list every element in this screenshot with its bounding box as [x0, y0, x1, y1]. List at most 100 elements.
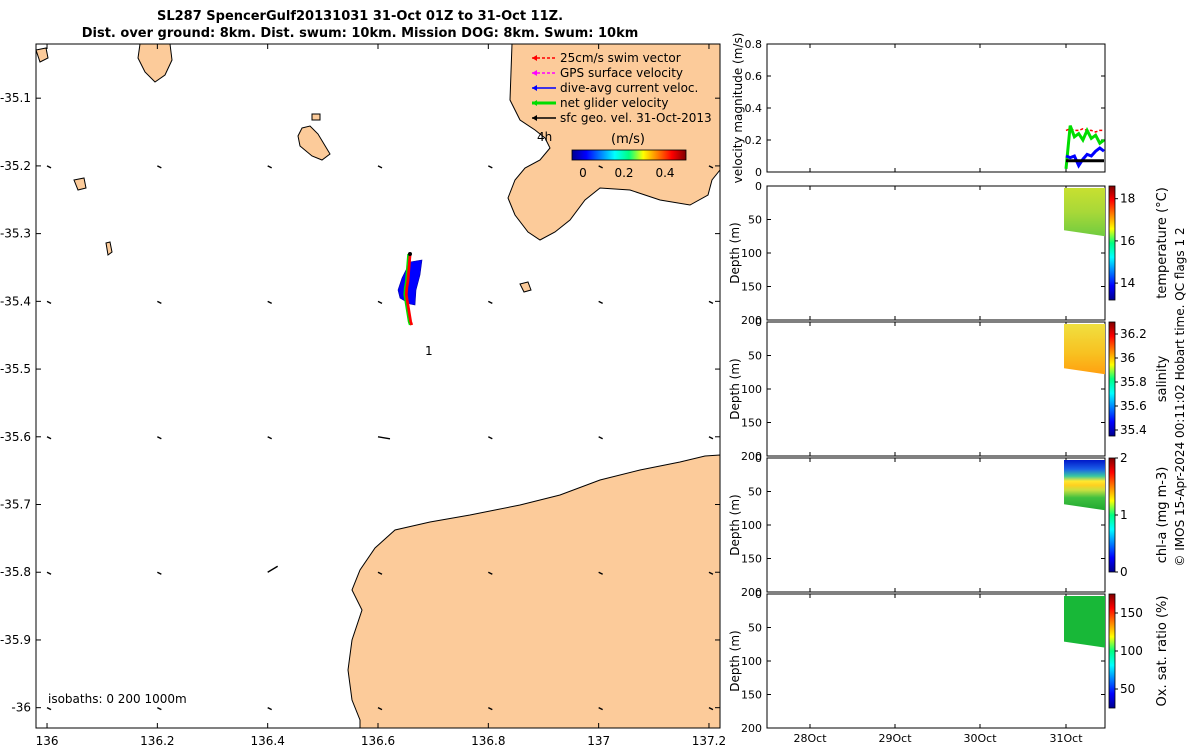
colorbar-tick-label: 16 [1120, 234, 1135, 248]
map-x-tick-label: 137.2 [692, 734, 726, 748]
land-islet-small2 [105, 241, 113, 256]
colorbar-tick-label: 100 [1120, 644, 1143, 658]
legend-item-label: sfc geo. vel. 31-Oct-2013 [560, 111, 712, 125]
sfc-velocity-arrow [267, 565, 279, 573]
map-y-tick-label: -35.7 [0, 498, 31, 512]
sfc-velocity-arrow [267, 707, 272, 711]
depth-y-tick-label: 200 [741, 314, 762, 327]
depth-y-tick-label: 50 [748, 350, 762, 363]
map-x-tick-label: 136.6 [361, 734, 395, 748]
sfc-velocity-arrow [46, 707, 52, 711]
map-x-axis: 136 136.2 136.4 136.6 136.8 137 137.2 [36, 44, 726, 748]
chla-colorbar [1108, 457, 1116, 573]
depth-y-tick-label: 50 [748, 622, 762, 635]
depth-y-tick-label: 200 [741, 722, 762, 735]
sfc-velocity-arrow [488, 707, 493, 711]
sfc-velocity-arrow [157, 707, 162, 711]
legend-arrowhead [532, 70, 537, 76]
sfc-velocity-arrow [157, 300, 162, 304]
salinity-colorbar [1108, 321, 1116, 437]
sfc-velocity-arrow [598, 571, 603, 575]
map-y-tick-label: -35.1 [0, 91, 31, 105]
depth-y-tick-label: 100 [741, 247, 762, 260]
depth-y-tick-label: 0 [755, 180, 762, 193]
depth-y-tick-label: 200 [741, 586, 762, 599]
sfc-velocity-arrow [377, 707, 383, 711]
depth-y-tick-label: 100 [741, 383, 762, 396]
temperature-colorbar [1108, 185, 1116, 301]
velocity-panel: 0 0.2 0.4 0.6 0.8 velocity magnitude (m/s) [731, 33, 1106, 183]
map-x-tick-label: 136.2 [140, 734, 174, 748]
sfc-velocity-arrow [598, 436, 603, 440]
colorbar-tick-label: 0 [1120, 565, 1128, 579]
speed-colorbar [571, 149, 687, 161]
sfc-velocity-arrow [377, 165, 383, 169]
sfc-velocity-arrow [377, 436, 391, 440]
temperature-panel: 0 50 100 150 200 Depth (m) 14 16 18 temperature (… [728, 180, 1170, 327]
velocity-y-tick-label: 0 [755, 166, 762, 179]
sfc-velocity-arrow [708, 436, 714, 440]
sfc-velocity-arrow [267, 165, 272, 169]
time-x-tick-label: 28Oct [793, 732, 827, 745]
map-y-axis: -35.1 -35.2 -35.3 -35.4 -35.5 -35.6 -35.7 -35.8… [0, 91, 720, 715]
velocity-series-line [1065, 146, 1105, 169]
salinity-colorbar-label: salinity [1155, 355, 1170, 402]
depth-ylabel: Depth (m) [728, 222, 742, 283]
colorbar-tick-label: 35.4 [1120, 423, 1147, 437]
depth-y-tick-label: 50 [748, 486, 762, 499]
map-x-tick-label: 136.8 [471, 734, 505, 748]
colorbar-tick-label: 50 [1120, 682, 1135, 696]
legend-item-label: net glider velocity [560, 96, 668, 110]
sfc-velocity-arrow [267, 436, 272, 440]
sfc-velocity-arrow [708, 571, 714, 575]
sfc-velocity-arrow [488, 436, 493, 440]
track-start-marker [407, 251, 412, 256]
oxygen-data-section [1064, 596, 1105, 648]
sfc-velocity-arrow [46, 436, 52, 440]
credit-text: © IMOS 15-Apr-2024 00:11:02 Hobart time.… [1173, 227, 1187, 566]
salinity-panel: 0 50 100 150 200 Depth (m) 35.4 35.6 35.8 36 36.2 s… [728, 316, 1170, 463]
time-x-tick-label: 29Oct [878, 732, 912, 745]
map-y-tick-label: -35.5 [0, 362, 31, 376]
sfc-velocity-arrow [488, 571, 493, 575]
sfc-velocity-arrow [46, 300, 52, 304]
depth-ylabel: Depth (m) [728, 358, 742, 419]
map-y-tick-label: -35.9 [0, 633, 31, 647]
depth-y-tick-label: 100 [741, 655, 762, 668]
velocity-y-tick-label: 0.2 [745, 134, 763, 147]
sfc-velocity-arrow [708, 165, 714, 169]
legend-arrowhead [532, 115, 537, 121]
sfc-velocity-arrow [598, 165, 603, 169]
sfc-velocity-arrows [46, 165, 714, 711]
velocity-y-tick-label: 0.4 [745, 102, 763, 115]
depth-y-tick-label: 150 [741, 553, 762, 566]
depth-ylabel: Depth (m) [728, 494, 742, 555]
legend-arrowhead [532, 55, 537, 61]
map-y-tick-label: -36 [11, 701, 31, 715]
velocity-y-tick-label: 0.6 [745, 70, 763, 83]
map-y-tick-label: -35.8 [0, 565, 31, 579]
depth-y-tick-label: 0 [755, 452, 762, 465]
chla-frame [766, 457, 1106, 593]
isobaths-label: isobaths: 0 200 1000m [48, 692, 187, 706]
depth-y-tick-label: 200 [741, 450, 762, 463]
colorbar-tick-0: 0 [579, 166, 587, 180]
colorbar-tick-label: 35.8 [1120, 375, 1147, 389]
swim-vector-track [404, 253, 414, 326]
colorbar-tick-1: 0.2 [614, 166, 633, 180]
legend-arrowhead [532, 85, 537, 91]
depth-ylabel: Depth (m) [728, 630, 742, 691]
sfc-velocity-arrow [46, 165, 52, 169]
chart-subtitle: Dist. over ground: 8km. Dist. swum: 10km… [82, 26, 639, 41]
sfc-velocity-arrow [46, 571, 52, 575]
sfc-velocity-arrow [157, 571, 162, 575]
time-x-axis: 28Oct 29Oct 30Oct 31Oct [793, 732, 1083, 745]
chla-data-section [1064, 460, 1105, 511]
chart-title: SL287 SpencerGulf20131031 31-Oct 01Z to … [157, 9, 563, 24]
map-x-tick-label: 137 [587, 734, 610, 748]
sfc-velocity-arrow [488, 300, 493, 304]
sfc-velocity-arrow [598, 707, 603, 711]
chla-colorbar-label: chl-a (mg m-3) [1155, 467, 1170, 564]
